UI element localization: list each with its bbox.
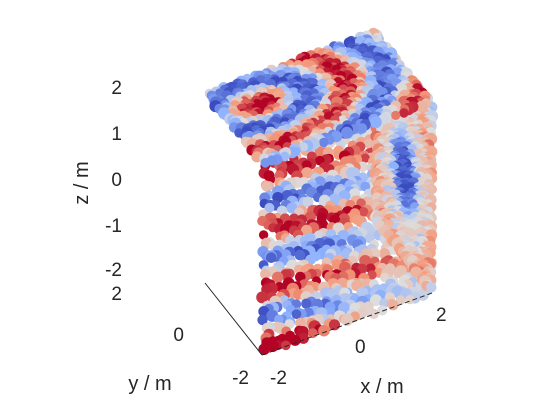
scatter-point bbox=[274, 170, 285, 181]
scatter-point bbox=[258, 230, 269, 240]
scatter-point bbox=[356, 123, 368, 134]
scatter-point bbox=[307, 328, 318, 339]
scatter-point bbox=[295, 317, 306, 329]
scatter-point bbox=[367, 270, 377, 280]
x-tick-minus2: -2 bbox=[270, 368, 287, 389]
scatter-point bbox=[260, 269, 271, 280]
axes bbox=[204, 282, 433, 356]
scatter-point bbox=[392, 266, 405, 279]
scatter-point bbox=[395, 295, 406, 305]
scatter-point bbox=[257, 314, 268, 326]
scatter-point bbox=[369, 116, 382, 129]
scatter-point bbox=[294, 249, 306, 261]
scatter-point bbox=[319, 137, 329, 148]
y-axis-label: y / m bbox=[128, 373, 171, 395]
scatter-point bbox=[399, 108, 409, 118]
y-axis-line bbox=[204, 282, 263, 356]
scatter-point bbox=[258, 343, 271, 356]
y-tick-minus2: -2 bbox=[232, 368, 249, 389]
x-axis-line bbox=[261, 292, 433, 356]
scatter-point bbox=[387, 299, 399, 311]
z-axis-label: z / m bbox=[71, 161, 93, 204]
axis-labels: z / m y / m x / m bbox=[71, 161, 404, 398]
scatter-point bbox=[260, 158, 271, 168]
x-tick-0: 0 bbox=[355, 337, 366, 358]
scatter-point bbox=[360, 153, 370, 163]
scatter-point bbox=[368, 308, 379, 319]
scatter-point bbox=[265, 252, 277, 263]
z-tick-1: 1 bbox=[111, 124, 122, 145]
scatter-point bbox=[274, 314, 284, 324]
y-tick-0: 0 bbox=[173, 325, 184, 346]
x-tick-2: 2 bbox=[436, 305, 447, 326]
scatter-point bbox=[302, 196, 314, 208]
scatter-point bbox=[416, 100, 428, 113]
scatter-point bbox=[313, 230, 324, 241]
scatter-point bbox=[340, 313, 354, 326]
y-tick-2: 2 bbox=[111, 284, 122, 305]
scatter-point bbox=[318, 324, 330, 337]
scatter-point bbox=[426, 282, 437, 293]
scatter-point bbox=[301, 298, 312, 309]
scatter-point bbox=[328, 319, 341, 331]
scatter-point bbox=[358, 207, 369, 217]
scatter-point bbox=[284, 319, 295, 329]
z-tick-minus2: -2 bbox=[105, 260, 122, 281]
scatter-point bbox=[261, 181, 273, 192]
scatter-point bbox=[272, 271, 284, 283]
scatter-point bbox=[340, 126, 353, 139]
scatter-point bbox=[377, 305, 388, 316]
scatter-point bbox=[281, 340, 291, 351]
scatter-points bbox=[204, 27, 439, 356]
x-axis-label: x / m bbox=[360, 376, 403, 398]
z-tick-0: 0 bbox=[111, 170, 122, 191]
scatter-point bbox=[256, 291, 269, 304]
z-tick-minus1: -1 bbox=[105, 216, 122, 237]
scatter-point bbox=[291, 309, 302, 320]
scatter-point bbox=[264, 202, 275, 213]
scatter-point bbox=[298, 142, 309, 152]
tick-labels: 2 1 0 -1 -2 2 0 -2 -2 0 2 bbox=[105, 78, 446, 389]
z-tick-2: 2 bbox=[111, 78, 122, 99]
scatter-point bbox=[391, 110, 401, 120]
scatter-point bbox=[346, 167, 358, 179]
scatter-point bbox=[370, 294, 382, 307]
scatter-point bbox=[289, 334, 301, 346]
